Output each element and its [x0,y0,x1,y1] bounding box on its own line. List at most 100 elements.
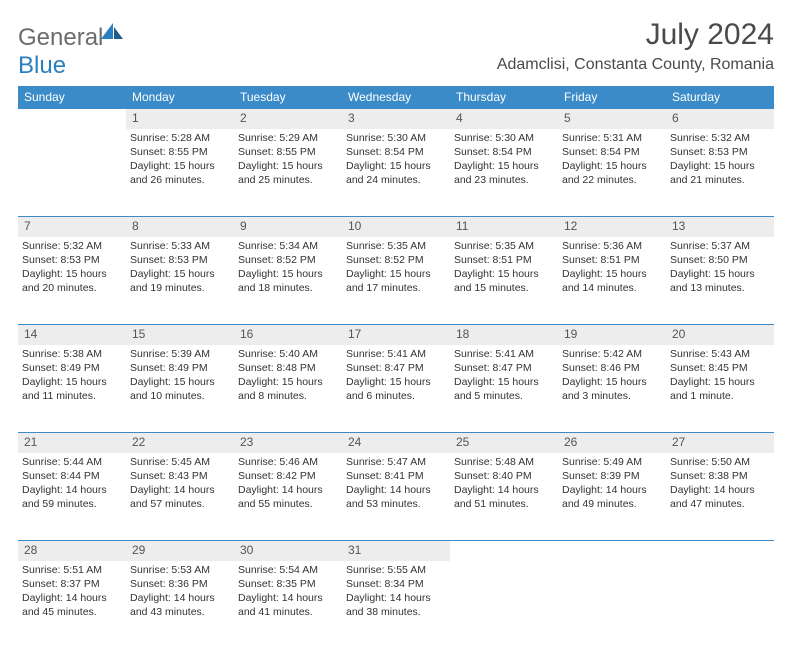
daylight-text: Daylight: 15 hours and 15 minutes. [454,267,554,295]
sunset-text: Sunset: 8:44 PM [22,469,122,483]
sunrise-text: Sunrise: 5:54 AM [238,563,338,577]
sunrise-text: Sunrise: 5:47 AM [346,455,446,469]
calendar-cell: Sunrise: 5:37 AMSunset: 8:50 PMDaylight:… [666,237,774,325]
daylight-text: Daylight: 14 hours and 57 minutes. [130,483,230,511]
sunrise-text: Sunrise: 5:49 AM [562,455,662,469]
daylight-text: Daylight: 14 hours and 55 minutes. [238,483,338,511]
day-number: 14 [18,325,126,345]
day-number: 30 [234,541,342,561]
calendar-week-row: Sunrise: 5:28 AM Sunset: 8:55 PM Daylight:… [18,129,774,217]
daylight-text: Daylight: 15 hours and 6 minutes. [346,375,446,403]
daylight-text: Daylight: 15 hours and 24 minutes. [346,159,446,187]
sunset-text: Sunset: 8:48 PM [238,361,338,375]
day-number: 17 [342,325,450,345]
dow-wednesday: Wednesday [342,86,450,109]
sunrise-text: Sunrise: 5:32 AM [22,239,122,253]
daylight-text: Daylight: 14 hours and 45 minutes. [22,591,122,619]
calendar-cell: Sunrise: 5:41 AMSunset: 8:47 PMDaylight:… [450,345,558,433]
logo: GeneralBlue [18,24,129,80]
dow-saturday: Saturday [666,86,774,109]
daylight-text: Daylight: 15 hours and 19 minutes. [130,267,230,295]
daylight-text: Daylight: 14 hours and 51 minutes. [454,483,554,511]
dow-monday: Monday [126,86,234,109]
sunrise-text: Sunrise: 5:39 AM [130,347,230,361]
daynum-row: 28293031 [18,541,774,561]
sunrise-text: Sunrise: 5:45 AM [130,455,230,469]
daylight-text: Daylight: 15 hours and 3 minutes. [562,375,662,403]
day-number: 25 [450,433,558,453]
daylight-text: Daylight: 14 hours and 53 minutes. [346,483,446,511]
month-title: July 2024 [497,18,774,52]
sunrise-text: Sunrise: 5:51 AM [22,563,122,577]
sunset-text: Sunset: 8:53 PM [130,253,230,267]
day-number: 20 [666,325,774,345]
daylight-text: Daylight: 15 hours and 5 minutes. [454,375,554,403]
sunset-text: Sunset: 8:54 PM [562,145,662,159]
calendar-cell: Sunrise: 5:32 AMSunset: 8:53 PMDaylight:… [666,129,774,217]
sunrise-text: Sunrise: 5:30 AM [346,131,446,145]
sunset-text: Sunset: 8:51 PM [562,253,662,267]
day-number: 7 [18,217,126,237]
sunrise-text: Sunrise: 5:48 AM [454,455,554,469]
calendar-cell: Sunrise: 5:35 AMSunset: 8:52 PMDaylight:… [342,237,450,325]
sunset-text: Sunset: 8:46 PM [562,361,662,375]
page-header: GeneralBlue July 2024 Adamclisi, Constan… [18,18,774,80]
day-number [558,541,666,561]
sunset-text: Sunset: 8:53 PM [670,145,770,159]
daylight-text: Daylight: 15 hours and 18 minutes. [238,267,338,295]
daylight-text: Daylight: 15 hours and 13 minutes. [670,267,770,295]
daylight-text: Daylight: 15 hours and 14 minutes. [562,267,662,295]
sunrise-text: Sunrise: 5:55 AM [346,563,446,577]
sunrise-text: Sunrise: 5:34 AM [238,239,338,253]
day-number: 1 [126,109,234,129]
location-subtitle: Adamclisi, Constanta County, Romania [497,56,774,74]
calendar-cell: Sunrise: 5:32 AMSunset: 8:53 PMDaylight:… [18,237,126,325]
calendar-cell: Sunrise: 5:46 AMSunset: 8:42 PMDaylight:… [234,453,342,541]
calendar-cell [558,561,666,649]
sunset-text: Sunset: 8:39 PM [562,469,662,483]
sunrise-text: Sunrise: 5:46 AM [238,455,338,469]
calendar-cell: Sunrise: 5:33 AMSunset: 8:53 PMDaylight:… [126,237,234,325]
day-number: 13 [666,217,774,237]
calendar-week-row: Sunrise: 5:51 AMSunset: 8:37 PMDaylight:… [18,561,774,649]
dow-tuesday: Tuesday [234,86,342,109]
sunrise-text: Sunrise: 5:28 AM [130,131,230,145]
sunset-text: Sunset: 8:47 PM [454,361,554,375]
day-number: 21 [18,433,126,453]
day-number: 5 [558,109,666,129]
day-number: 4 [450,109,558,129]
calendar-cell: Sunrise: 5:45 AMSunset: 8:43 PMDaylight:… [126,453,234,541]
sunset-text: Sunset: 8:54 PM [454,145,554,159]
calendar-cell: Sunrise: 5:31 AMSunset: 8:54 PMDaylight:… [558,129,666,217]
day-number: 24 [342,433,450,453]
sunrise-text: Sunrise: 5:35 AM [454,239,554,253]
calendar-cell: Sunrise: 5:40 AMSunset: 8:48 PMDaylight:… [234,345,342,433]
sunrise-text: Sunrise: 5:53 AM [130,563,230,577]
calendar-cell: Sunrise: 5:34 AMSunset: 8:52 PMDaylight:… [234,237,342,325]
daylight-text: Daylight: 15 hours and 20 minutes. [22,267,122,295]
sunrise-text: Sunrise: 5:35 AM [346,239,446,253]
sunrise-text: Sunrise: 5:40 AM [238,347,338,361]
day-number: 18 [450,325,558,345]
sunset-text: Sunset: 8:53 PM [22,253,122,267]
calendar-cell [18,129,126,217]
title-block: July 2024 Adamclisi, Constanta County, R… [497,18,774,74]
daylight-text: Daylight: 15 hours and 22 minutes. [562,159,662,187]
calendar-week-row: Sunrise: 5:38 AMSunset: 8:49 PMDaylight:… [18,345,774,433]
sunset-text: Sunset: 8:51 PM [454,253,554,267]
sunset-text: Sunset: 8:55 PM [238,145,338,159]
calendar-cell: Sunrise: 5:47 AMSunset: 8:41 PMDaylight:… [342,453,450,541]
daylight-text: Daylight: 15 hours and 21 minutes. [670,159,770,187]
sunrise-text: Sunrise: 5:43 AM [670,347,770,361]
sunset-text: Sunset: 8:38 PM [670,469,770,483]
day-number: 31 [342,541,450,561]
calendar-cell: Sunrise: 5:35 AMSunset: 8:51 PMDaylight:… [450,237,558,325]
sunset-text: Sunset: 8:34 PM [346,577,446,591]
daylight-text: Daylight: 15 hours and 23 minutes. [454,159,554,187]
day-number: 29 [126,541,234,561]
day-number: 3 [342,109,450,129]
calendar-cell [666,561,774,649]
sunset-text: Sunset: 8:36 PM [130,577,230,591]
sunset-text: Sunset: 8:45 PM [670,361,770,375]
calendar-cell: Sunrise: 5:49 AMSunset: 8:39 PMDaylight:… [558,453,666,541]
